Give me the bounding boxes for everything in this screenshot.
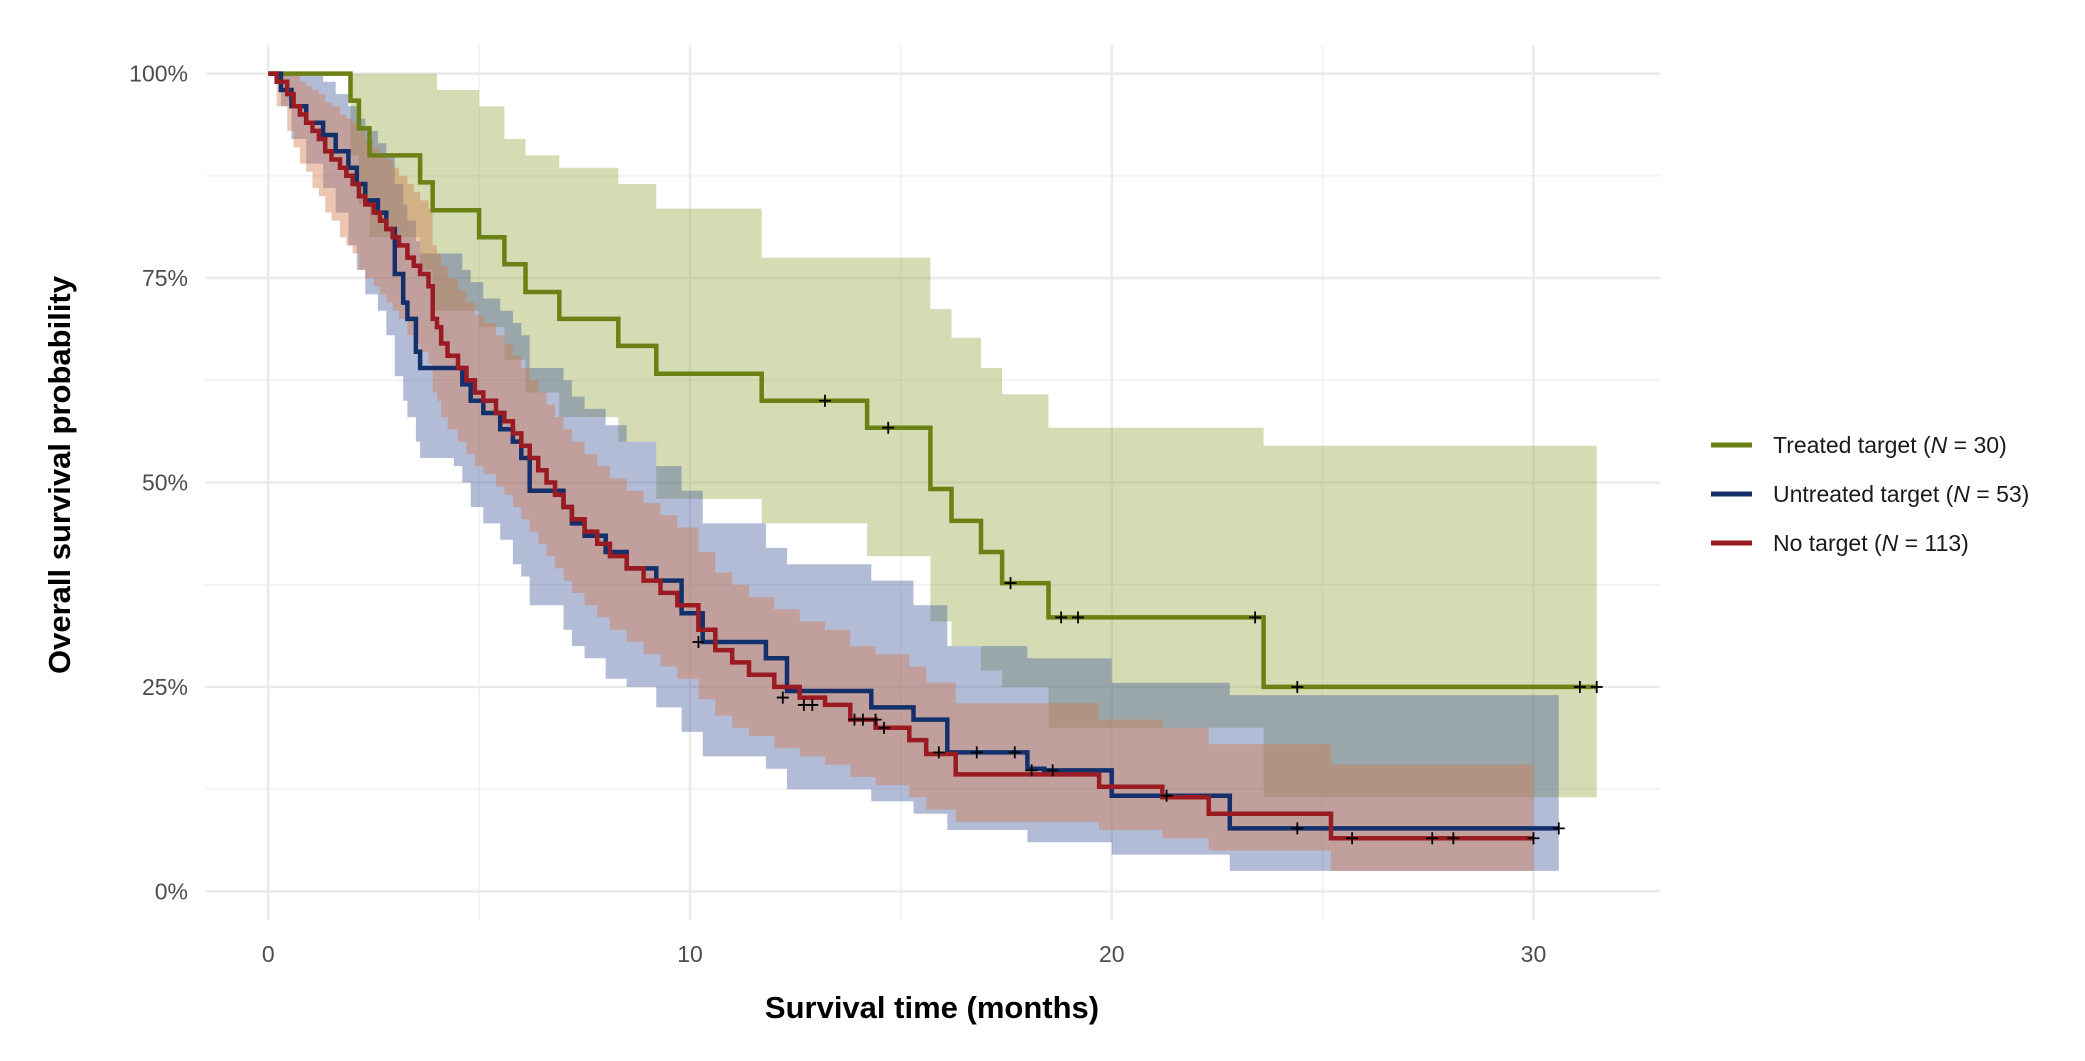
censor-mark <box>818 394 831 407</box>
y-axis-title: Overall survival probability <box>42 275 77 674</box>
censor-mark <box>1527 832 1540 845</box>
survival-curve-2 <box>268 71 1534 841</box>
y-tick-label: 0% <box>155 878 188 904</box>
censor-mark <box>1046 764 1059 777</box>
legend-label-0: Treated target (N = 30) <box>1773 432 2007 458</box>
censor-mark <box>1291 680 1304 693</box>
censor-mark <box>1004 577 1017 590</box>
survival-curve-0 <box>268 71 1597 690</box>
censor-mark <box>1346 832 1359 845</box>
censor-mark <box>1590 680 1603 693</box>
censor-mark <box>1055 611 1068 624</box>
censor-mark <box>882 421 895 434</box>
censor-mark <box>1573 680 1586 693</box>
censor-mark <box>1008 746 1021 759</box>
censor-mark <box>869 713 882 726</box>
x-tick-label: 30 <box>1521 941 1547 967</box>
legend-label-2: No target (N = 113) <box>1773 530 1969 556</box>
censor-mark <box>1072 611 1084 624</box>
censor-mark <box>970 746 983 759</box>
x-axis-title: Survival time (months) <box>765 990 1099 1025</box>
censor-mark <box>1447 832 1460 845</box>
censor-mark <box>1291 822 1304 835</box>
censor-mark <box>1426 832 1439 845</box>
axis-ticks: 0 10 20 30 0% 25% 50% 75% 100% <box>129 61 1546 967</box>
censor-mark <box>1025 764 1038 777</box>
legend: Treated target (N = 30) Untreated target … <box>1711 432 2029 556</box>
censor-mark <box>856 713 869 726</box>
x-tick-label: 10 <box>677 941 703 967</box>
censor-marks <box>692 394 1603 845</box>
censor-mark <box>932 746 945 759</box>
censor-mark <box>1249 611 1262 624</box>
censor-mark <box>878 721 890 734</box>
y-tick-label: 50% <box>142 470 188 496</box>
y-tick-label: 75% <box>142 265 188 291</box>
censor-mark <box>1160 789 1173 802</box>
y-tick-label: 100% <box>129 61 188 87</box>
x-tick-label: 0 <box>262 941 275 967</box>
censor-mark <box>776 691 789 704</box>
x-tick-label: 20 <box>1099 941 1125 967</box>
censor-mark <box>806 698 819 711</box>
confidence-band-2 <box>268 73 1534 871</box>
legend-label-1: Untreated target (N = 53) <box>1773 481 2029 507</box>
survival-curves <box>268 71 1597 841</box>
y-tick-label: 25% <box>142 674 188 700</box>
censor-mark <box>1552 822 1565 835</box>
censor-mark <box>692 635 705 648</box>
